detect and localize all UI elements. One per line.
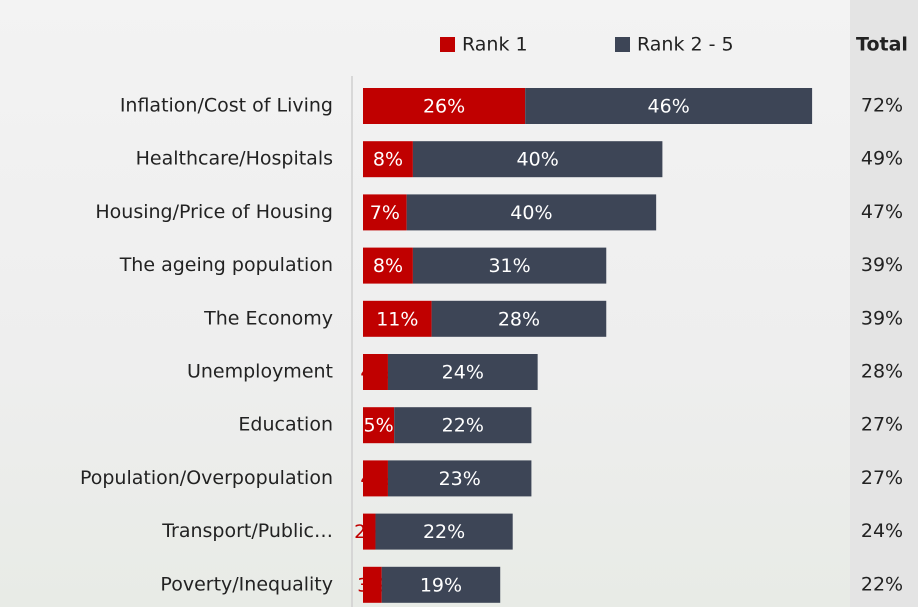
value-label: 5% [364,415,394,437]
value-label: 11% [376,308,418,330]
value-label: 8% [373,149,403,171]
value-label: 31% [488,255,530,277]
category-label: Poverty/Inequality [160,573,333,595]
value-label: 40% [510,202,552,224]
category-label: Population/Overpopulation [80,467,333,489]
category-label: Healthcare/Hospitals [136,148,333,170]
value-label: 26% [423,96,465,118]
value-label: 4% [360,362,390,384]
value-label: 23% [439,468,481,490]
value-label: 19% [420,574,462,596]
value-label: 7% [370,202,400,224]
value-label: 24% [442,362,484,384]
total-label: 47% [861,201,903,223]
value-label: 40% [517,149,559,171]
value-label: 22% [442,415,484,437]
total-label: 27% [861,414,903,436]
value-label: 28% [498,308,540,330]
value-label: 46% [648,96,690,118]
legend-label: Rank 2 - 5 [637,34,734,56]
category-label: Unemployment [187,361,333,383]
value-label: 22% [423,521,465,543]
total-header: Total [856,34,908,56]
legend-label: Rank 1 [462,34,528,56]
legend-swatch [440,37,455,52]
total-label: 27% [861,467,903,489]
total-label: 39% [861,307,903,329]
value-label: 8% [373,255,403,277]
total-label: 39% [861,254,903,276]
total-label: 22% [861,573,903,595]
value-label: 4% [360,468,390,490]
category-label: Inflation/Cost of Living [120,95,333,117]
total-label: 24% [861,520,903,542]
category-label: The Economy [203,307,333,329]
total-label: 72% [861,95,903,117]
category-label: Education [238,414,333,436]
legend-swatch [615,37,630,52]
chart: Total Rank 1 Rank 2 - 5 Inflation/Cost of … [0,0,918,607]
category-label: Housing/Price of Housing [95,201,333,223]
total-label: 49% [861,148,903,170]
category-label: Transport/Public… [161,520,333,542]
total-column [850,0,918,607]
total-label: 28% [861,361,903,383]
category-label: The ageing population [119,254,333,276]
